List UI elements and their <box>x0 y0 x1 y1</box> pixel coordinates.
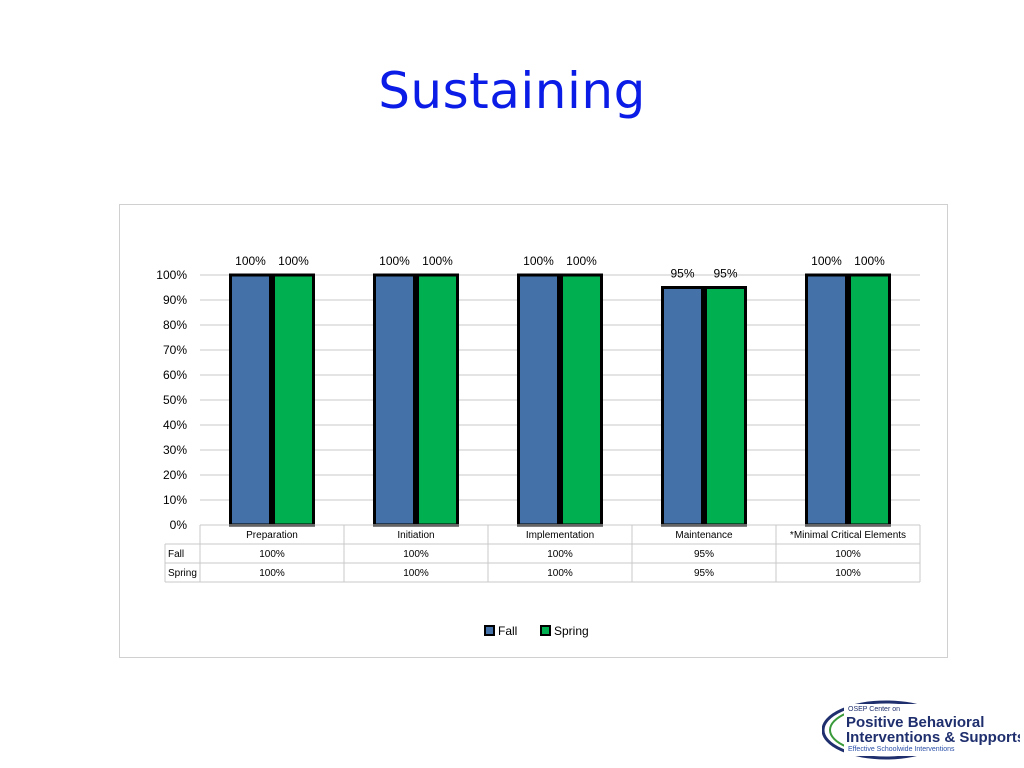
legend-swatch-fall <box>484 625 495 636</box>
table-cell: 100% <box>835 549 861 560</box>
y-tick-label: 10% <box>163 493 187 507</box>
logo-line-1: OSEP Center on <box>848 706 900 713</box>
bar-fall <box>661 286 704 527</box>
data-label: 100% <box>235 254 266 268</box>
y-tick-label: 90% <box>163 293 187 307</box>
table-cell: 95% <box>694 568 714 579</box>
chart-frame: 0% 10% 20% 30% 40% 50% 60% 70% 80% 90% 100% 100% 10… <box>119 204 948 658</box>
table-cell: 100% <box>259 568 285 579</box>
logo-line-2: Positive Behavioral <box>846 714 984 731</box>
data-label: 100% <box>278 254 309 268</box>
table-series-label: Spring <box>168 568 197 579</box>
bar-chart: 0%10%20%30%40%50%60%70%80%90%100% 100% 10… <box>156 254 921 638</box>
category-label: Maintenance <box>675 530 733 541</box>
data-label: 100% <box>811 254 842 268</box>
legend-swatch-spring <box>540 625 551 636</box>
y-tick-label: 50% <box>163 393 187 407</box>
category-label: Implementation <box>526 530 594 541</box>
data-label: 100% <box>422 254 453 268</box>
y-tick-label: 40% <box>163 418 187 432</box>
bar-spring <box>848 273 891 527</box>
bar-spring <box>560 273 603 527</box>
bars <box>229 273 891 527</box>
y-axis-ticks: 0% 10% 20% 30% 40% 50% 60% 70% 80% 90% 100% <box>156 268 187 532</box>
slide-title: Sustaining <box>378 62 646 120</box>
bar-fall <box>805 273 848 527</box>
category-label: *Minimal Critical Elements <box>790 530 906 541</box>
data-label: 95% <box>713 267 737 281</box>
legend: Fall Spring <box>484 624 589 638</box>
y-tick-label: 60% <box>163 368 187 382</box>
bar-spring <box>704 286 747 527</box>
table-cell: 95% <box>694 549 714 560</box>
category-label: Preparation <box>246 530 298 541</box>
table-cell: 100% <box>547 568 573 579</box>
data-label: 95% <box>670 267 694 281</box>
category-label: Initiation <box>397 530 434 541</box>
data-label: 100% <box>566 254 597 268</box>
pbis-logo: OSEP Center on Positive Behavioral Inter… <box>821 700 1024 760</box>
y-tick-label: 30% <box>163 443 187 457</box>
y-tick-label: 0% <box>170 518 188 532</box>
table-series-label: Fall <box>168 549 184 560</box>
data-label: 100% <box>523 254 554 268</box>
data-label: 100% <box>379 254 410 268</box>
legend-label: Fall <box>498 624 517 638</box>
y-tick-label: 100% <box>156 268 187 282</box>
table-cell: 100% <box>835 568 861 579</box>
y-tick-label: 70% <box>163 343 187 357</box>
logo-line-4: Effective Schoolwide Interventions <box>848 746 955 753</box>
data-labels: 100% 100% 100% 100% 100% 100% 95% 95% 100% 100% <box>235 254 885 281</box>
bar-fall <box>229 273 272 527</box>
data-table: Preparation Initiation Implementation Maint… <box>164 524 921 583</box>
y-tick-label: 80% <box>163 318 187 332</box>
table-cell: 100% <box>547 549 573 560</box>
table-cell: 100% <box>403 568 429 579</box>
y-tick-label: 20% <box>163 468 187 482</box>
legend-label: Spring <box>554 624 589 638</box>
bar-fall <box>373 273 416 527</box>
data-label: 100% <box>854 254 885 268</box>
bar-spring <box>416 273 459 527</box>
logo-line-3: Interventions & Supports <box>846 729 1020 746</box>
table-cell: 100% <box>259 549 285 560</box>
table-cell: 100% <box>403 549 429 560</box>
bar-spring <box>272 273 315 527</box>
bar-fall <box>517 273 560 527</box>
